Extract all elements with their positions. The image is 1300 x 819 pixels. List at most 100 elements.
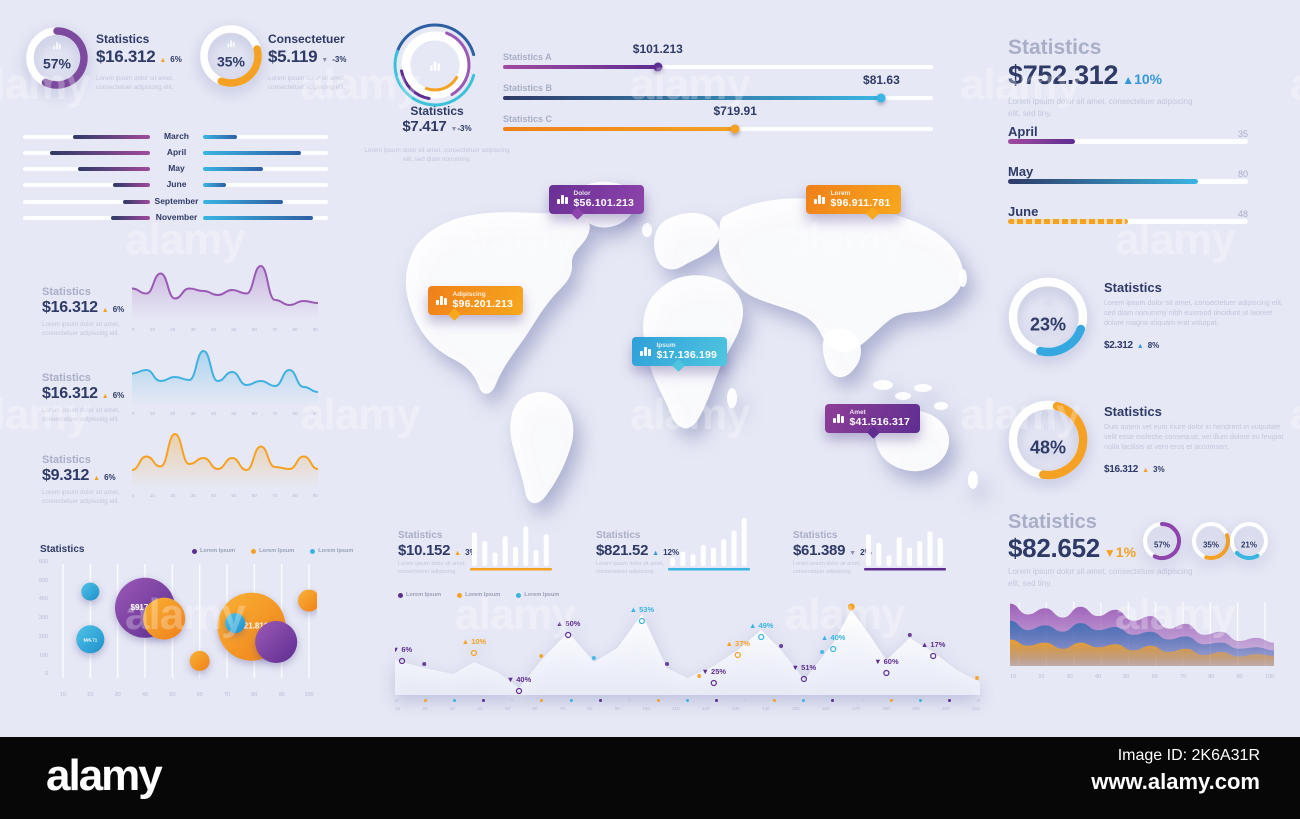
mini-bar [700, 544, 706, 566]
bubble [189, 650, 210, 671]
x-tick-label: 40 [210, 411, 217, 416]
marker-text: Adipiscing $96.201.213 [453, 291, 514, 310]
x-tick-label: 200 [942, 706, 950, 711]
x-tick-label: 40 [210, 327, 217, 332]
month-label: May [168, 163, 185, 173]
data-dot [539, 654, 544, 658]
map-marker-ipsum[interactable]: Ipsum $17.136.199 [632, 337, 728, 372]
mini-bar [721, 539, 727, 566]
x-tick-label: 10 [149, 411, 155, 416]
x-tick-label: 0 [132, 327, 135, 332]
x-tick-label: 100 [304, 692, 314, 698]
bubble [143, 597, 186, 640]
donut-arc [217, 45, 262, 87]
bubble-chart-title: Statistics [40, 544, 85, 555]
y-tick-label: 600 [38, 559, 48, 565]
kpi-desc: Lorem ipsum dolor sit amet, consectetuer… [96, 75, 174, 92]
delta-text: 6% [112, 391, 125, 400]
x-tick-label: 160 [821, 706, 830, 711]
slider-label: Statistics A [503, 52, 552, 62]
side-donut-value: $16.312 [1104, 464, 1139, 475]
slider-knob[interactable] [876, 93, 886, 103]
mini-bar [472, 532, 477, 566]
x-tick-label: 40 [210, 493, 217, 498]
mini-bar [866, 534, 871, 566]
tick-dot-icon [773, 699, 777, 702]
right-bar-label: June [1008, 204, 1039, 219]
month-bar-left-fill [113, 183, 150, 187]
tick-dot-icon [802, 699, 806, 702]
delta-text: 10% [1134, 71, 1163, 87]
kpi-desc: Lorem ipsum dolor sit amet, consectetuer… [268, 75, 346, 92]
mountain-annotation: ▼ 60% [874, 657, 899, 666]
x-tick-label: 180 [882, 706, 890, 711]
donut-chart: 21% [1230, 522, 1268, 560]
mountain-legend: Lorem Ipsum Lorem Ipsum Lorem Ipsum [398, 592, 559, 598]
alamy-site-link[interactable]: www.alamy.com [1091, 769, 1260, 794]
legend-item: Lorem Ipsum [192, 548, 235, 554]
right-bar-value: 35 [1237, 129, 1248, 139]
mini-bar [907, 547, 912, 566]
month-bar-left-fill [72, 135, 150, 139]
right-panel-value-row: $752.312 ▲10% [1008, 60, 1162, 91]
bubble-legend: Lorem Ipsum Lorem Ipsum Lorem Ipsum [192, 548, 353, 554]
tick-dot-icon [627, 699, 631, 702]
line-chart [132, 264, 318, 320]
data-dot [820, 650, 825, 654]
stat-block-bars [668, 518, 750, 571]
watermark: alamy [125, 215, 246, 264]
y-tick-label: 500 [38, 577, 48, 584]
x-tick-label: 70 [272, 411, 278, 416]
map-marker-adipiscing[interactable]: Adipiscing $96.201.213 [428, 286, 524, 321]
month-label: June [166, 179, 187, 189]
slider-knob[interactable] [730, 124, 740, 134]
line-chart-desc: Lorem ipsum dolor sit amet, consectetuer… [42, 321, 120, 338]
map-marker-amet[interactable]: Amet $41.516.317 [825, 404, 921, 439]
month-bar-right-track [203, 151, 328, 155]
chart-bars-icon [1246, 533, 1248, 536]
chart-bars-icon [1212, 532, 1214, 536]
donut-percent-label: 57% [1154, 540, 1170, 549]
stat-block-value: $10.152 [398, 542, 451, 559]
month-bar-right-track [203, 135, 328, 139]
data-dot [975, 676, 980, 680]
month-bar-right-fill [203, 167, 263, 171]
x-tick-label: 20 [422, 706, 428, 711]
right-bar-fill [1008, 219, 1128, 224]
donut-percent-label: 35% [1203, 540, 1219, 549]
marker-value: $41.516.317 [849, 416, 911, 428]
side-donut-title: Statistics [1104, 404, 1162, 419]
tick-dot-icon [598, 699, 602, 702]
bottom-right-value: $82.652 [1008, 533, 1100, 563]
tick-dot-icon [860, 699, 864, 702]
stat-block-bars [470, 526, 552, 571]
slider-knob[interactable] [653, 62, 663, 72]
legend-label: Lorem Ipsum [406, 592, 442, 598]
mini-bar [896, 537, 902, 566]
map-marker-lorem[interactable]: Lorem $96.911.781 [806, 185, 901, 220]
right-bar-track [1008, 179, 1248, 184]
legend-item: Lorem Ipsum [398, 592, 441, 598]
data-dot [907, 633, 912, 637]
mountain-chart: ▼ 6% ▲ 10% ▼ 40% ▲ 50% ▲ 53% ▼ 25% ▲ 37% ▲ 49% ▼… [395, 603, 980, 695]
donut-chart: 35% [1192, 522, 1230, 560]
month-bar-left-fill [123, 200, 150, 204]
ring-stats-title: Statistics [410, 104, 464, 118]
chart-bars-icon [1043, 424, 1046, 429]
chart-bars-icon [1047, 420, 1049, 429]
marker-text: Dolor $56.101.213 [574, 190, 635, 209]
donut-arc [41, 27, 88, 89]
delta-triangle-icon: ▲ [652, 550, 660, 557]
month-label: March [163, 131, 190, 141]
stat-block-title: Statistics [398, 530, 443, 541]
mountain-annotation: ▲ 17% [921, 640, 946, 649]
stat-block-desc: Lorem ipsum dolor sit amet, consectetuer… [398, 561, 466, 575]
bottom-right-value-row: $82.652 ▼1% [1008, 533, 1136, 564]
mountain-annotation: ▲ 53% [630, 605, 655, 614]
x-tick-label: 70 [272, 327, 278, 332]
delta-text: 1% [1115, 544, 1137, 560]
data-dot [697, 674, 702, 678]
side-donut-value-row: $2.312 ▲ 8% [1104, 340, 1159, 351]
mountain-annotation: ▲ 50% [556, 619, 581, 628]
map-marker-dolor[interactable]: Dolor $56.101.213 [549, 185, 645, 220]
